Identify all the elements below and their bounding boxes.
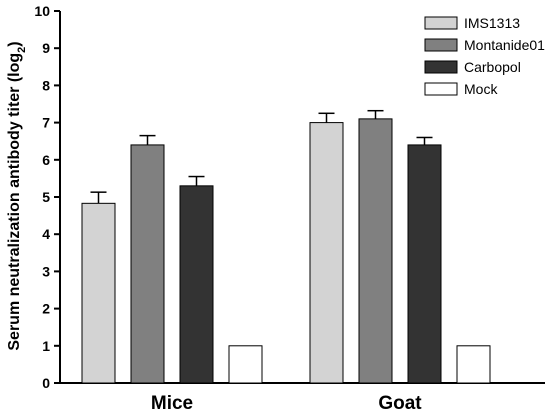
y-tick-label: 4 [42, 226, 50, 242]
y-axis-label-subscript: 2 [16, 47, 28, 53]
bars [81, 109, 491, 384]
bar [407, 144, 442, 384]
legend-swatch [424, 60, 458, 74]
y-axis: 0 1 2 3 4 5 6 7 8 9 10 [34, 3, 61, 391]
y-tick-label: 7 [42, 115, 50, 131]
legend-label: Mock [464, 81, 498, 97]
legend-swatch [424, 16, 458, 30]
bar [130, 144, 165, 384]
bar [81, 202, 116, 384]
bar [309, 122, 344, 384]
legend-swatch [424, 38, 458, 52]
y-axis-label-main: Serum neutralization antibody titer (log [6, 53, 23, 351]
y-tick-label: 5 [42, 189, 50, 205]
y-axis-label: Serum neutralization antibody titer (log… [6, 41, 28, 350]
legend-label: IMS1313 [464, 15, 520, 31]
y-tick-label: 10 [34, 3, 50, 19]
y-tick-label: 2 [42, 301, 50, 317]
legend-label: Montanide01 [464, 37, 545, 53]
bar [228, 345, 263, 384]
y-axis-label-close: ) [6, 41, 23, 46]
legend: IMS1313 Montanide01 Carbopol Mock [424, 15, 545, 97]
bar [179, 185, 214, 384]
x-category-label: Goat [378, 393, 422, 414]
y-tick-label: 0 [42, 375, 50, 391]
legend-swatch [424, 82, 458, 96]
x-category-label: Mice [151, 393, 193, 414]
y-tick-label: 3 [42, 263, 50, 279]
bar [358, 118, 393, 384]
y-tick-label: 9 [42, 40, 50, 56]
bar [456, 345, 491, 384]
y-tick-label: 6 [42, 152, 50, 168]
y-tick-label: 8 [42, 77, 50, 93]
x-axis: Mice Goat [60, 382, 545, 414]
legend-label: Carbopol [464, 59, 521, 75]
y-tick-label: 1 [42, 338, 50, 354]
